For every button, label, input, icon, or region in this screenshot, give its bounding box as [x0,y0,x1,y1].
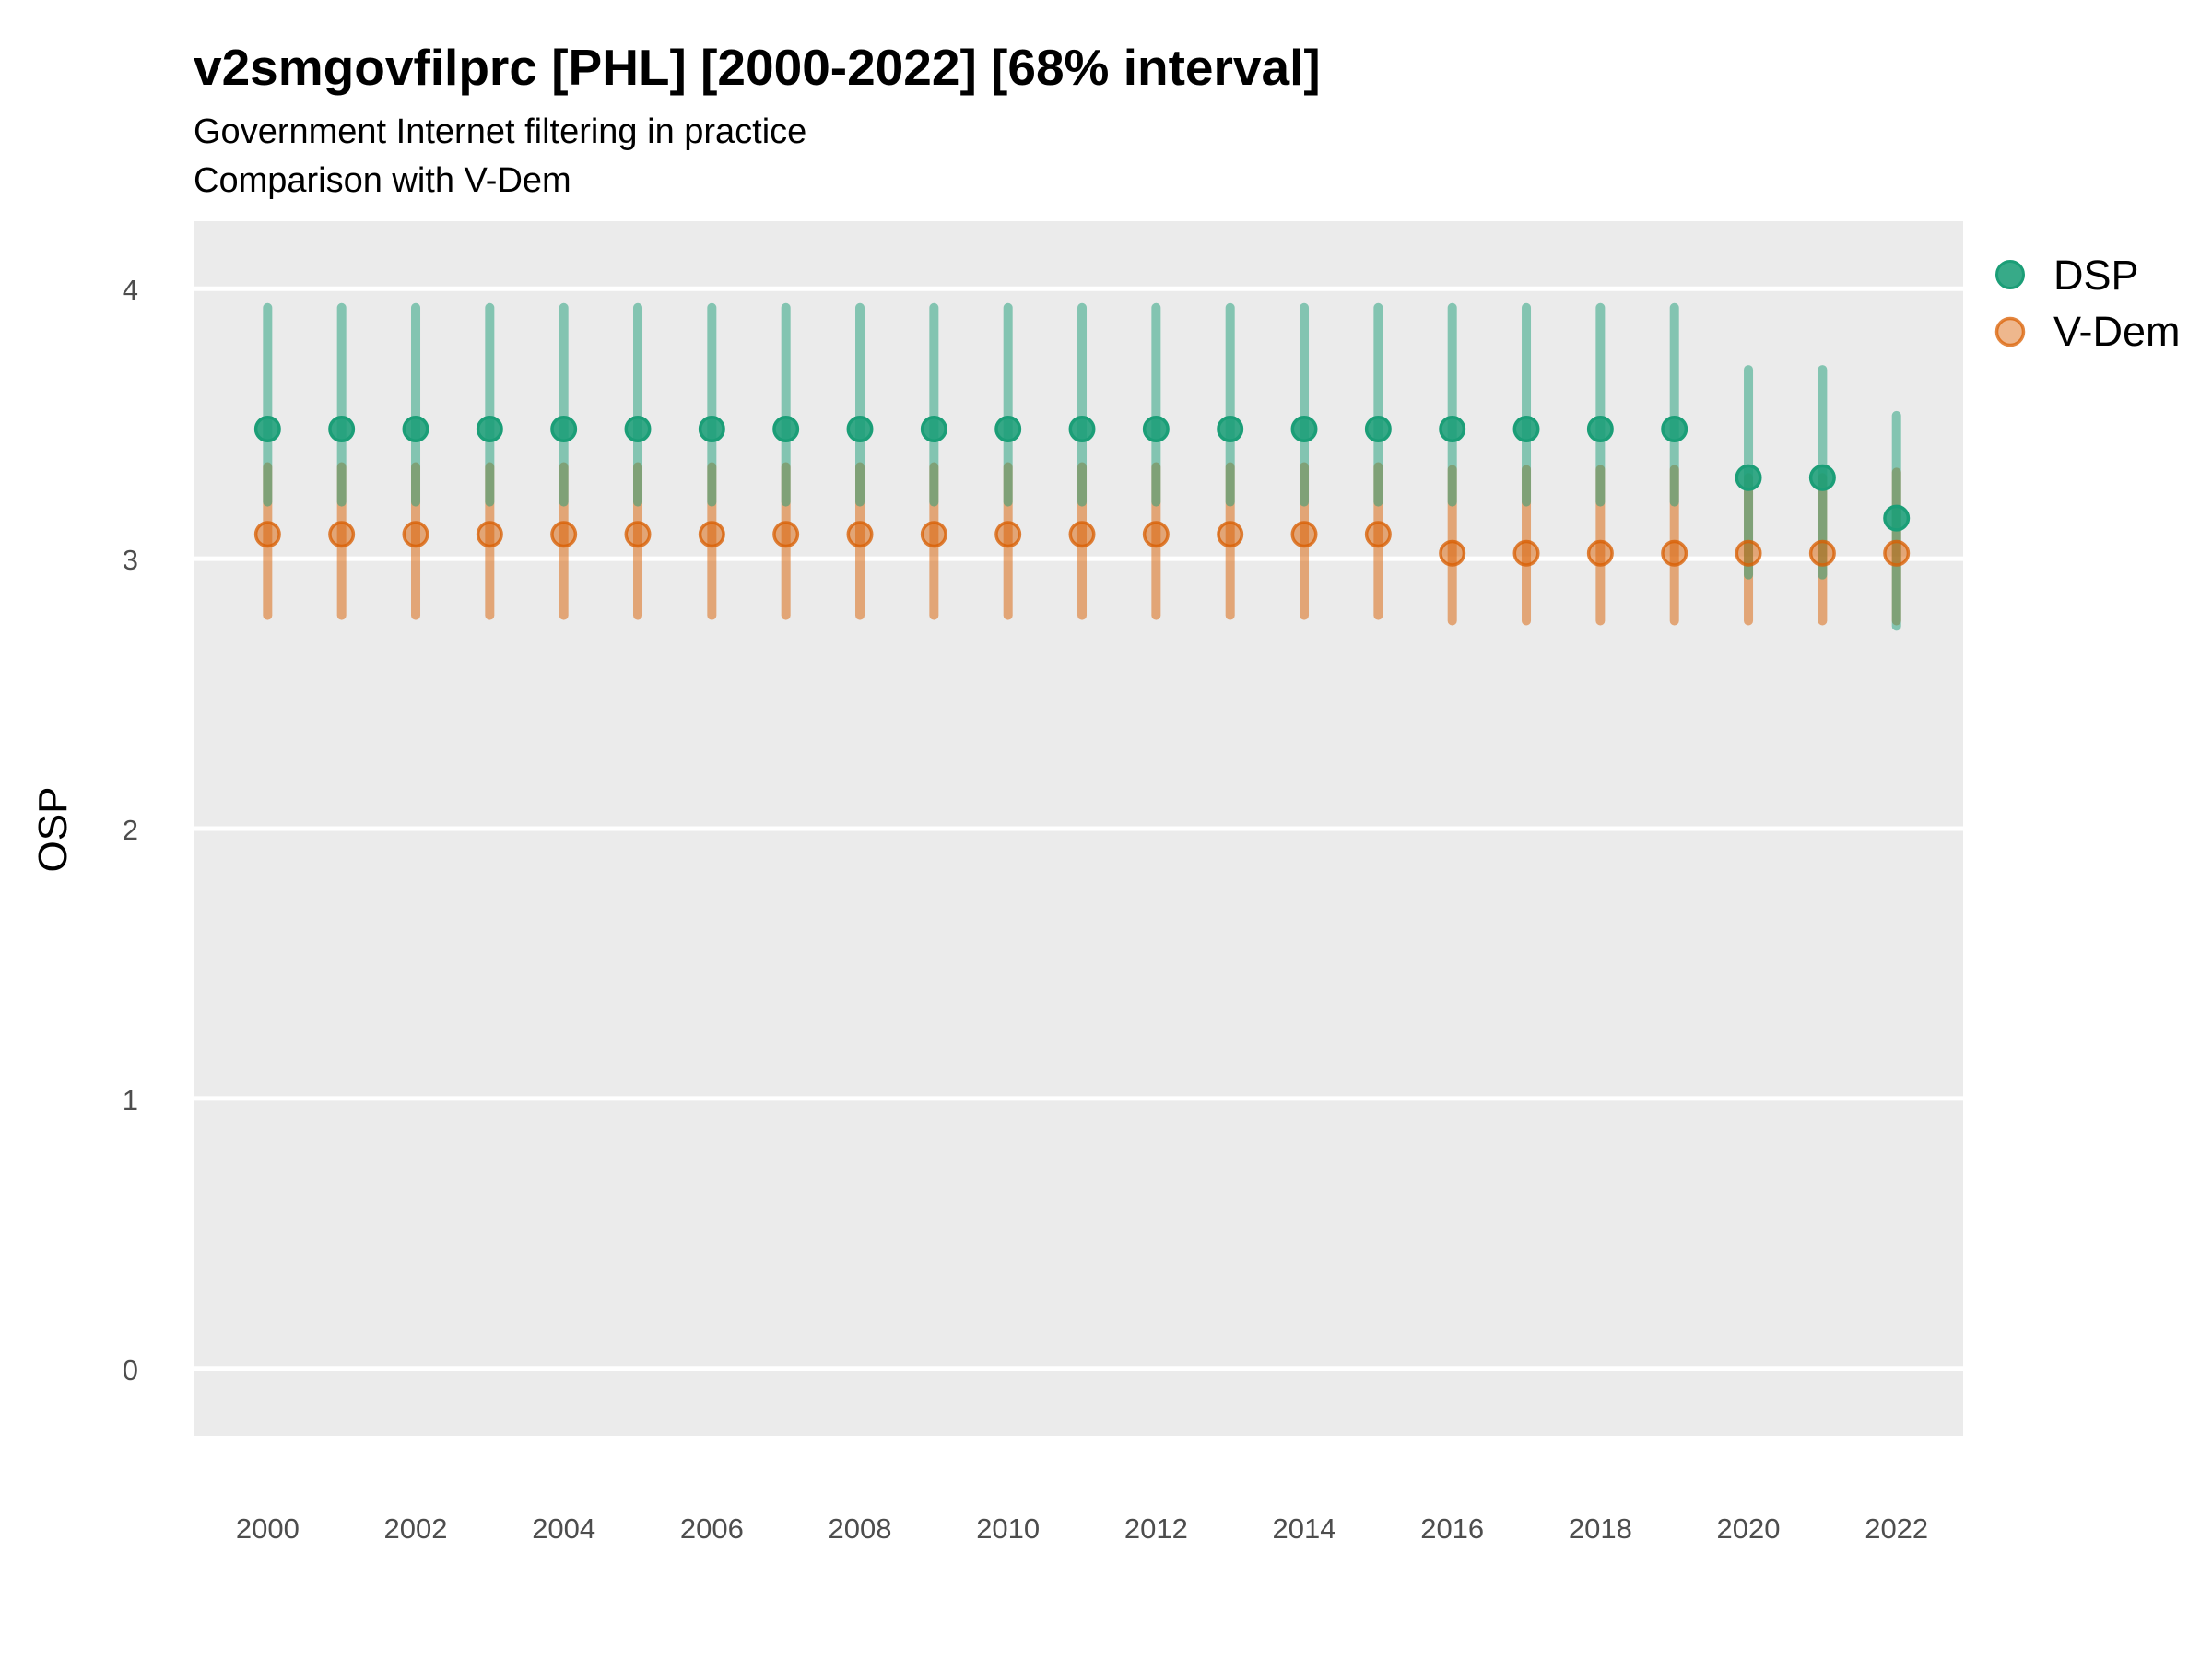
dsp-point-2010 [994,416,1022,443]
v-dem-point-2020 [1735,539,1762,567]
y-tick-label-4: 4 [123,274,138,306]
y-tick-label-1: 1 [123,1084,138,1116]
v-dem-point-2000 [253,521,281,548]
v-dem-point-2022 [1883,539,1911,567]
dsp-point-2001 [328,416,356,443]
chart-subtitle-line1: Government Internet filtering in practic… [194,112,806,151]
x-axis-tick-labels: 2000 2002 2004 2006 2008 2010 2012 2014 2016 2018… [236,1512,1928,1545]
v-dem-point-2008 [846,521,874,548]
x-tick-label-2014: 2014 [1273,1512,1336,1545]
dsp-point-2015 [1364,416,1392,443]
x-tick-label-2016: 2016 [1420,1512,1484,1545]
dsp-point-2008 [846,416,874,443]
x-tick-label-2022: 2022 [1865,1512,1928,1545]
x-tick-label-2008: 2008 [829,1512,892,1545]
v-dem-point-2014 [1290,521,1318,548]
dsp-point-2014 [1290,416,1318,443]
v-dem-point-2017 [1512,539,1540,567]
x-tick-label-2004: 2004 [532,1512,595,1545]
v-dem-point-2010 [994,521,1022,548]
dsp-point-2006 [698,416,725,443]
legend-vdem-swatch-ring [1994,316,2026,347]
v-dem-point-2004 [550,521,578,548]
y-axis-title: OSP [30,787,76,873]
legend: DSP V-Dem [1994,252,2181,355]
y-axis-tick-labels: 0 1 2 3 4 [123,274,138,1386]
dsp-point-2021 [1808,464,1836,491]
x-tick-label-2020: 2020 [1717,1512,1781,1545]
v-dem-point-2006 [698,521,725,548]
v-dem-point-2012 [1142,521,1170,548]
dsp-point-2017 [1512,416,1540,443]
dsp-point-2012 [1142,416,1170,443]
x-tick-label-2010: 2010 [976,1512,1040,1545]
v-dem-point-2002 [402,521,429,548]
dsp-point-2007 [772,416,800,443]
dsp-point-2009 [920,416,947,443]
y-tick-label-3: 3 [123,544,138,576]
v-dem-point-2018 [1586,539,1614,567]
v-dem-point-2001 [328,521,356,548]
legend-vdem-label: V-Dem [2053,308,2181,355]
y-tick-label-0: 0 [123,1354,138,1386]
dsp-point-2016 [1439,416,1466,443]
dsp-point-2011 [1068,416,1096,443]
chart-subtitle-line2: Comparison with V-Dem [194,161,571,200]
v-dem-point-2019 [1661,539,1688,567]
legend-dsp-label: DSP [2053,252,2139,299]
x-tick-label-2018: 2018 [1569,1512,1632,1545]
x-tick-label-2000: 2000 [236,1512,300,1545]
dsp-point-2013 [1217,416,1244,443]
dsp-point-2020 [1735,464,1762,491]
y-tick-label-2: 2 [123,814,138,846]
dsp-point-2003 [476,416,503,443]
legend-dsp-swatch [1996,261,2024,288]
x-tick-label-2006: 2006 [680,1512,744,1545]
dsp-point-2002 [402,416,429,443]
v-dem-point-2003 [476,521,503,548]
v-dem-point-2016 [1439,539,1466,567]
legend-vdem-swatch [1996,318,2024,346]
dsp-point-2005 [624,416,652,443]
dsp-point-2004 [550,416,578,443]
dsp-point-2019 [1661,416,1688,443]
v-dem-point-2005 [624,521,652,548]
v-dem-point-2013 [1217,521,1244,548]
v-dem-point-2011 [1068,521,1096,548]
v-dem-point-2021 [1808,539,1836,567]
chart-title: v2smgovfilprc [PHL] [2000-2022] [68% int… [194,39,1321,96]
v-dem-point-2015 [1364,521,1392,548]
x-tick-label-2002: 2002 [384,1512,448,1545]
x-tick-label-2012: 2012 [1124,1512,1188,1545]
v-dem-point-2009 [920,521,947,548]
legend-dsp-swatch-ring [1995,260,2025,289]
dsp-point-2022 [1883,504,1911,532]
dsp-point-2018 [1586,416,1614,443]
dsp-point-2000 [253,416,281,443]
v-dem-point-2007 [772,521,800,548]
data-points [253,416,1911,567]
